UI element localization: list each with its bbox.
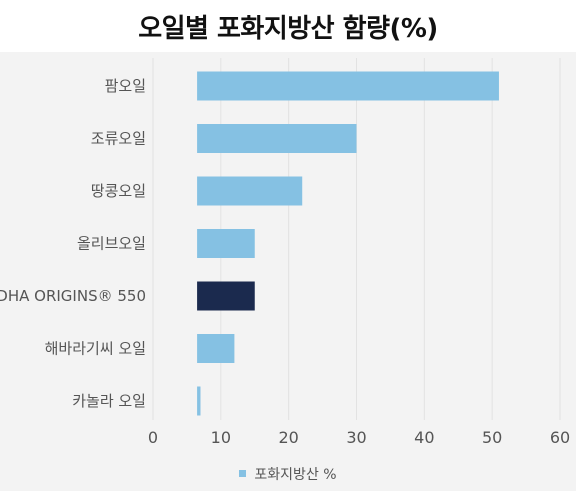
- category-label: 땅콩오일: [91, 182, 146, 200]
- bar: [197, 281, 255, 311]
- x-tick-label: 40: [414, 428, 434, 447]
- legend: 포화지방산 %: [0, 464, 576, 484]
- bar: [197, 176, 303, 206]
- x-tick-label: 0: [148, 428, 158, 447]
- category-label: 카놀라 오일: [72, 392, 146, 410]
- category-label: DHA ORIGINS® 550: [0, 287, 146, 305]
- x-tick-label: 50: [482, 428, 502, 447]
- x-axis-ticks: 0 10 20 30 40 50 60: [148, 428, 570, 447]
- category-label: 올리브오일: [77, 235, 146, 253]
- category-label: 조류오일: [91, 130, 146, 148]
- x-tick-label: 30: [346, 428, 366, 447]
- legend-swatch: [239, 469, 247, 477]
- legend-label: 포화지방산 %: [254, 467, 337, 483]
- chart-title: 오일별 포화지방산 함량(%): [138, 14, 438, 44]
- bar: [197, 229, 255, 258]
- bar: [197, 386, 201, 416]
- bars: [197, 71, 499, 416]
- gridlines: [152, 58, 561, 420]
- x-tick-label: 60: [550, 428, 570, 447]
- category-label: 해바라기씨 오일: [45, 340, 146, 358]
- bar: [197, 334, 235, 363]
- x-tick-label: 20: [278, 428, 298, 447]
- bar: [197, 71, 499, 101]
- x-tick-label: 10: [211, 428, 231, 447]
- category-label: 팜오일: [105, 77, 146, 95]
- bar: [197, 124, 357, 153]
